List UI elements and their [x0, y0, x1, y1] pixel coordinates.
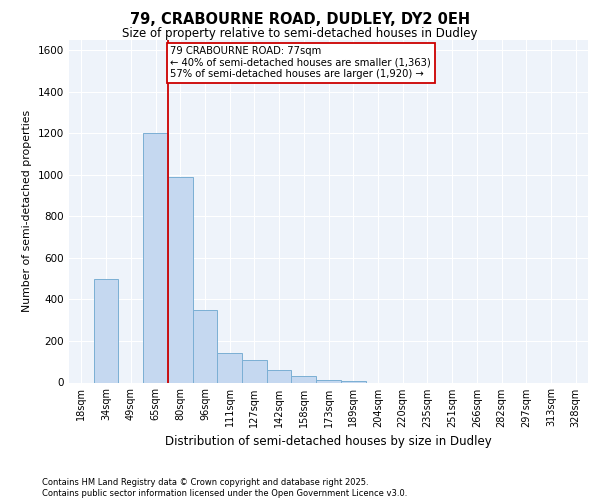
Bar — [242, 360, 267, 382]
Bar — [193, 310, 217, 382]
Bar — [217, 354, 242, 382]
Bar — [292, 376, 316, 382]
Text: Contains HM Land Registry data © Crown copyright and database right 2025.
Contai: Contains HM Land Registry data © Crown c… — [42, 478, 407, 498]
Text: 79 CRABOURNE ROAD: 77sqm
← 40% of semi-detached houses are smaller (1,363)
57% o: 79 CRABOURNE ROAD: 77sqm ← 40% of semi-d… — [170, 46, 431, 80]
Bar — [316, 380, 341, 382]
Bar — [94, 278, 118, 382]
Text: 79, CRABOURNE ROAD, DUDLEY, DY2 0EH: 79, CRABOURNE ROAD, DUDLEY, DY2 0EH — [130, 12, 470, 26]
Bar — [168, 177, 193, 382]
Text: Size of property relative to semi-detached houses in Dudley: Size of property relative to semi-detach… — [122, 28, 478, 40]
Y-axis label: Number of semi-detached properties: Number of semi-detached properties — [22, 110, 32, 312]
Bar — [143, 134, 168, 382]
X-axis label: Distribution of semi-detached houses by size in Dudley: Distribution of semi-detached houses by … — [165, 435, 492, 448]
Bar — [267, 370, 292, 382]
